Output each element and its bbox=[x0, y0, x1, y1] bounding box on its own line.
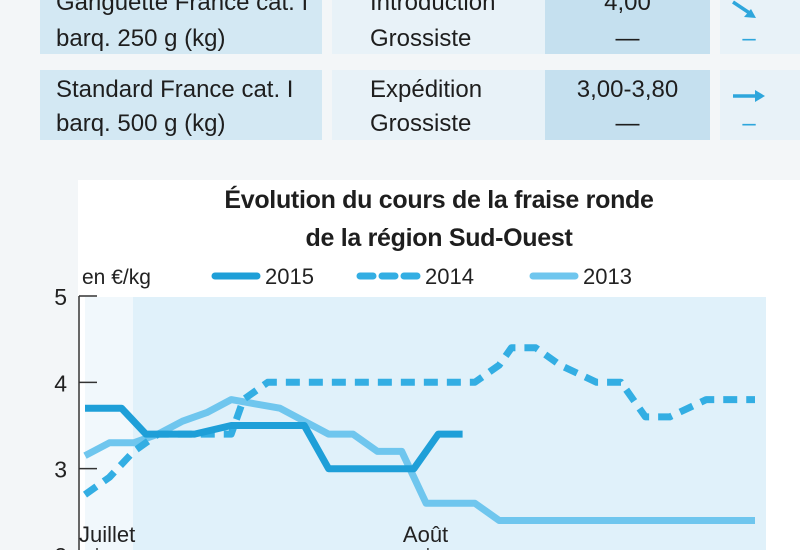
stage-cell bbox=[332, 70, 575, 140]
buyer-label: Grossiste bbox=[370, 25, 472, 52]
price-cell bbox=[545, 70, 710, 140]
legend-label-2013: 2013 bbox=[583, 264, 632, 289]
stage-cell bbox=[332, 0, 575, 54]
product-pack: barq. 500 g (kg) bbox=[56, 110, 226, 137]
stage-label: Introduction bbox=[370, 0, 496, 16]
plot-area-first-week bbox=[85, 297, 133, 550]
trend-dash: – bbox=[742, 110, 756, 137]
trend-dash: – bbox=[742, 25, 756, 52]
price-value: 4,00 bbox=[604, 0, 651, 16]
product-cell bbox=[40, 0, 322, 54]
product-name: Gariguette France cat. I bbox=[56, 0, 309, 16]
series-line-2015 bbox=[85, 404, 463, 473]
legend-label-2015: 2015 bbox=[265, 264, 314, 289]
series-line-2013 bbox=[83, 396, 755, 524]
y-tick-label: 5 bbox=[54, 284, 67, 310]
chart-title-line1: Évolution du cours de la fraise ronde bbox=[224, 186, 654, 214]
product-name: Standard France cat. I bbox=[56, 76, 294, 103]
chart-title-line2: de la région Sud-Ouest bbox=[305, 224, 573, 252]
product-pack: barq. 250 g (kg) bbox=[56, 25, 226, 52]
table-row bbox=[40, 0, 800, 54]
legend-label-2014: 2014 bbox=[425, 264, 474, 289]
y-tick-label: 2 bbox=[54, 543, 67, 550]
stage-label: Expédition bbox=[370, 76, 483, 103]
price-value-2: — bbox=[615, 25, 640, 52]
price-table bbox=[40, 0, 800, 142]
price-cell bbox=[545, 0, 710, 54]
buyer-label: Grossiste bbox=[370, 110, 472, 137]
trend-cell bbox=[720, 70, 800, 140]
table-row bbox=[40, 70, 800, 140]
x-tick-label: Juillet bbox=[79, 522, 135, 547]
price-value: 3,00-3,80 bbox=[576, 76, 679, 103]
price-value-2: — bbox=[615, 110, 640, 137]
y-tick-label: 4 bbox=[54, 370, 67, 396]
y-tick-label: 3 bbox=[54, 457, 67, 483]
x-tick-label: Août bbox=[403, 522, 448, 547]
y-axis-label: en €/kg bbox=[82, 266, 151, 289]
product-cell bbox=[40, 70, 322, 140]
